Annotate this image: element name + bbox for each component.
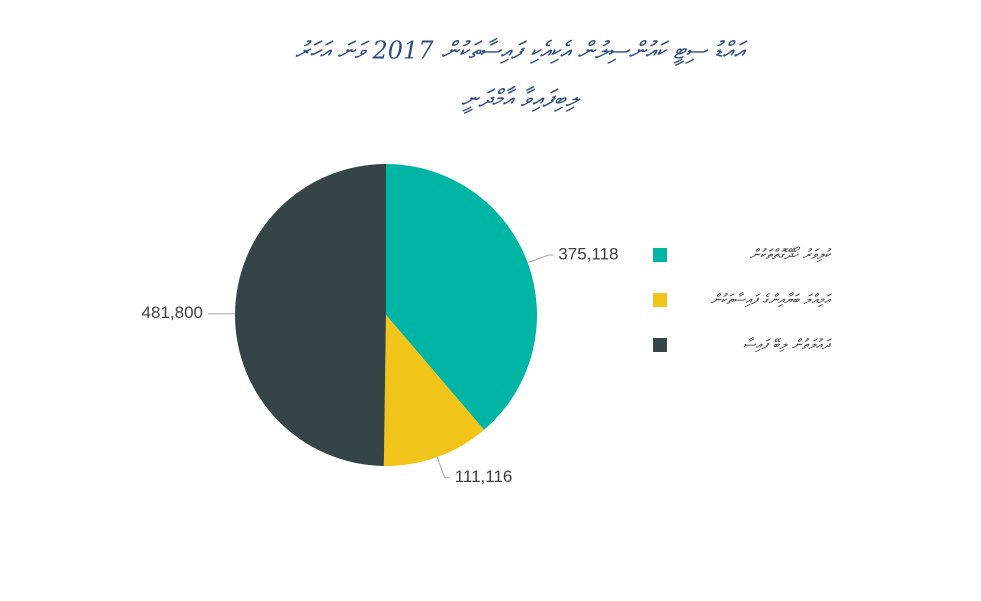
- legend-swatch: [653, 248, 667, 262]
- legend-label: ދައުލަތުން ލިބޭ ފައިސާ: [743, 336, 832, 353]
- leader-line: [437, 457, 449, 478]
- pie-slice: [235, 164, 386, 466]
- data-label: 375,118: [558, 245, 618, 264]
- data-label: 111,116: [455, 467, 513, 486]
- chart-title: އައްޑު ސިޓީ ކައުންސިލުން އެކިއެކި ފައިސާ…: [295, 37, 748, 67]
- legend-label: ކުލިވަރު ހޯދޭގޮތްތަކުން: [750, 246, 832, 263]
- data-label: 481,800: [142, 303, 203, 322]
- legend-label: އަމިއްލަ ބަޔާއިންގެ ފައިސާތަކުން: [711, 291, 833, 308]
- legend-swatch: [653, 293, 667, 307]
- leader-line: [528, 255, 554, 263]
- legend-swatch: [653, 338, 667, 352]
- chart-title: ލިބިފައިވާ އާމްދަނީ: [461, 85, 581, 115]
